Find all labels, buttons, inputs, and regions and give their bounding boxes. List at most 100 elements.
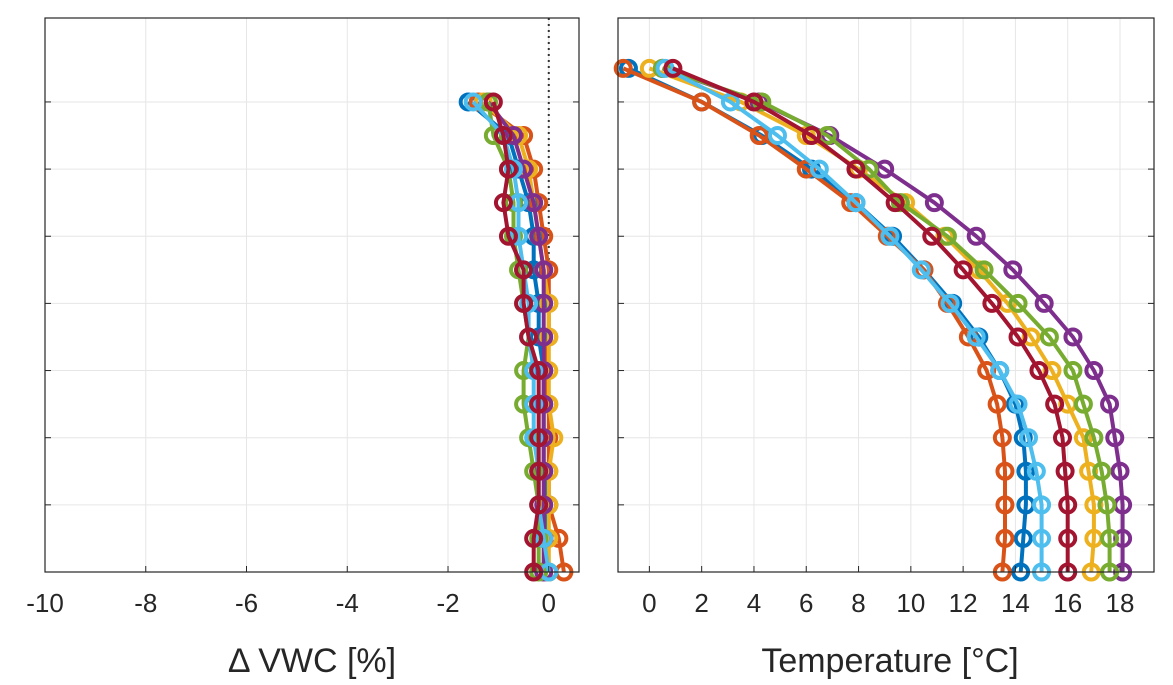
data-point [504,126,524,146]
x-axis-label: Temperature [°C] [761,642,1018,680]
data-point [1032,528,1052,548]
data-point [483,92,503,112]
axes-box [44,17,580,573]
data-point [1039,327,1059,347]
series-line [486,100,546,572]
data-point [940,293,960,313]
data-point [613,58,633,78]
x-tick-label: 0 [542,588,556,618]
data-point [1084,428,1104,448]
data-point [924,193,944,213]
data-point [1045,394,1065,414]
data-point [514,293,534,313]
data-point [922,226,942,246]
series-line [672,66,1070,572]
data-point [463,92,483,112]
vwc-change-panel: -10 -8 -6 -4 -2 0 Δ VWC [%] [26,17,580,680]
data-point [720,92,740,112]
data-point [1092,461,1112,481]
data-point [524,528,544,548]
series-line [481,100,556,572]
x-tick-label: 2 [694,588,708,618]
data-point [1008,293,1028,313]
x-tick-label: 8 [851,588,865,618]
data-point [1100,394,1120,414]
data-point [809,159,829,179]
data-point [1058,495,1078,515]
data-point [966,327,986,347]
data-point [529,461,549,481]
data-point [974,260,994,280]
data-point [1052,428,1072,448]
data-point [995,461,1015,481]
data-point [1110,461,1130,481]
temperature-panel: 0 2 4 6 8 10 12 14 16 18 Temperature [°C] [613,17,1155,680]
data-point [1084,361,1104,381]
data-point [953,260,973,280]
data-point [1003,260,1023,280]
x-tick-label: 4 [747,588,761,618]
x-tick-label: -2 [436,588,459,618]
x-tick-label: 10 [896,588,925,618]
data-point [1029,361,1049,381]
data-point [966,226,986,246]
data-point [519,327,539,347]
data-point [911,260,931,280]
x-tick-label: 6 [799,588,813,618]
x-tick-label: -10 [26,588,64,618]
x-tick-label: 16 [1053,588,1082,618]
data-point [801,126,821,146]
data-point [663,58,683,78]
data-point [982,293,1002,313]
data-point [767,126,787,146]
x-tick-label: -4 [336,588,359,618]
data-point [498,159,518,179]
x-tick-label: -6 [235,588,258,618]
axes-box [617,17,1155,573]
data-point [514,260,534,280]
data-point [1008,327,1028,347]
series-line [627,66,1028,573]
x-tick-label: 0 [642,588,656,618]
data-point [1073,394,1093,414]
data-point [534,260,554,280]
series-line [661,66,1125,572]
data-point [744,92,764,112]
data-point [529,226,549,246]
data-point [1073,428,1093,448]
data-point [529,361,549,381]
data-point [509,226,529,246]
x-tick-label: 12 [949,588,978,618]
series-line [622,66,1007,573]
data-point [990,361,1010,381]
data-point [992,428,1012,448]
data-point [987,394,1007,414]
data-point [529,394,549,414]
data-point [529,495,549,515]
data-point [655,58,675,78]
data-point [846,159,866,179]
data-point [1100,528,1120,548]
data-point [749,126,769,146]
data-point [1063,327,1083,347]
x-tick-label: 14 [1001,588,1030,618]
data-point [534,528,554,548]
x-tick-label: -8 [134,588,157,618]
series-line [664,66,1044,572]
data-point [529,428,549,448]
data-point [1058,528,1078,548]
data-point [1018,428,1038,448]
data-point [498,226,518,246]
data-point [846,193,866,213]
data-point [1013,528,1033,548]
data-point [1032,495,1052,515]
data-point [995,528,1015,548]
data-point [1026,461,1046,481]
x-axis-label: Δ VWC [%] [228,642,396,680]
data-point [1097,495,1117,515]
data-point [1055,461,1075,481]
data-point [1008,394,1028,414]
data-point [493,193,513,213]
data-point [880,226,900,246]
